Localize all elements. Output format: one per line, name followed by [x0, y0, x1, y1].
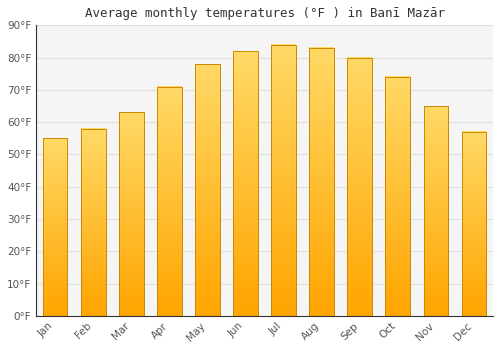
- Bar: [271, 45, 296, 316]
- Bar: [233, 51, 258, 316]
- Bar: [42, 138, 68, 316]
- Bar: [195, 64, 220, 316]
- Bar: [157, 87, 182, 316]
- Bar: [310, 48, 334, 316]
- Bar: [81, 129, 106, 316]
- Title: Average monthly temperatures (°F ) in Banī Mazār: Average monthly temperatures (°F ) in Ba…: [84, 7, 444, 20]
- Bar: [424, 106, 448, 316]
- Bar: [462, 132, 486, 316]
- Bar: [348, 58, 372, 316]
- Bar: [386, 77, 410, 316]
- Bar: [119, 112, 144, 316]
